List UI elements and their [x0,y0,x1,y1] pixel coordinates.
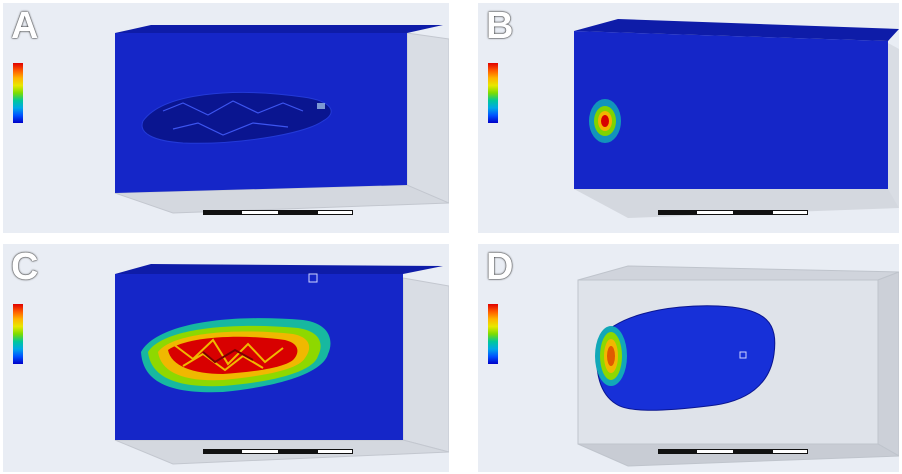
panel-c: C [3,244,449,472]
impact-spot-b [589,99,621,143]
color-legend-b [488,63,498,123]
panel-a: A [3,3,449,233]
color-legend-c [13,304,23,364]
scale-bar-a [203,210,353,215]
panel-label-a: A [11,7,38,45]
color-legend-a [13,63,23,123]
scale-bar-d [658,449,808,454]
panel-label-d: D [486,248,513,286]
scale-bar-c [203,449,353,454]
panel-d: D [478,244,899,472]
panel-b: B [478,3,899,233]
simulation-render-c [3,244,449,472]
damage-body-d [595,306,775,410]
panel-label-c: C [11,248,38,286]
simulation-render-b [478,3,899,233]
simulation-render-d [478,244,899,472]
simulation-render-a [3,3,449,233]
color-legend-d [488,304,498,364]
panel-label-b: B [486,7,513,45]
scale-bar-b [658,210,808,215]
